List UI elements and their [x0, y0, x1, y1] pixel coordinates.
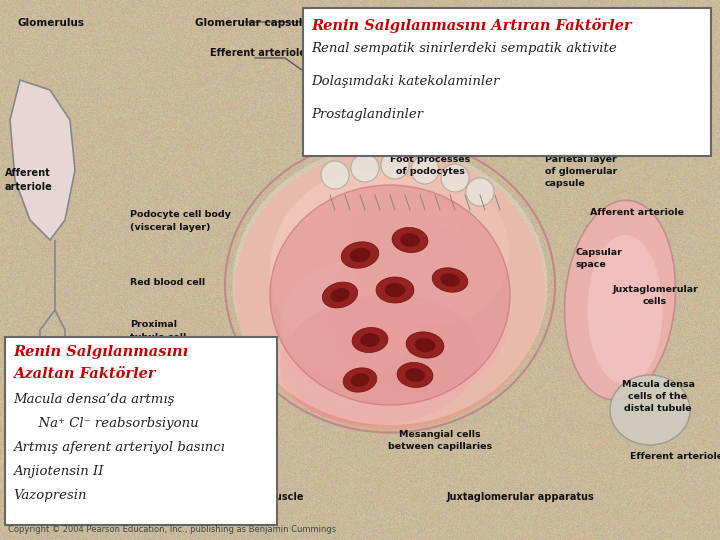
Ellipse shape — [341, 242, 379, 268]
Polygon shape — [10, 80, 75, 240]
Text: Na⁺ Cl⁻ reabsorbsiyonu: Na⁺ Cl⁻ reabsorbsiyonu — [13, 417, 199, 430]
Ellipse shape — [406, 332, 444, 358]
Text: Renal corpuscle: Renal corpuscle — [216, 492, 304, 502]
Text: cells of the: cells of the — [629, 392, 688, 401]
FancyBboxPatch shape — [5, 337, 277, 525]
Text: Copyright © 2004 Pearson Education, Inc., publishing as Benjamin Cummings: Copyright © 2004 Pearson Education, Inc.… — [8, 525, 336, 534]
Text: Renin Salgılanmasını Artıran Faktörler: Renin Salgılanmasını Artıran Faktörler — [311, 18, 631, 33]
Text: cells: cells — [643, 297, 667, 306]
Text: Renin Salgılanmasını: Renin Salgılanmasını — [13, 345, 188, 359]
Text: distal tubule: distal tubule — [624, 404, 692, 413]
Text: Parietal layer: Parietal layer — [545, 155, 617, 164]
Text: arteriole: arteriole — [5, 182, 53, 192]
Circle shape — [411, 156, 439, 184]
Ellipse shape — [343, 368, 377, 392]
Ellipse shape — [564, 200, 675, 400]
Circle shape — [441, 164, 469, 192]
Ellipse shape — [270, 185, 510, 405]
Ellipse shape — [351, 174, 510, 326]
Text: Glomerulus: Glomerulus — [18, 18, 85, 28]
Ellipse shape — [432, 268, 468, 292]
Ellipse shape — [397, 362, 433, 388]
Circle shape — [381, 151, 409, 179]
Text: Red blood cell: Red blood cell — [130, 278, 205, 287]
Text: of podocytes: of podocytes — [395, 167, 464, 176]
Circle shape — [466, 178, 494, 206]
Ellipse shape — [392, 227, 428, 253]
Text: Efferent arteriole: Efferent arteriole — [630, 452, 720, 461]
Ellipse shape — [405, 368, 425, 382]
Text: Efferent arteriole: Efferent arteriole — [210, 48, 306, 58]
Text: Juxtaglomerular apparatus: Juxtaglomerular apparatus — [446, 492, 594, 502]
Text: Juxtaglomerular: Juxtaglomerular — [612, 285, 698, 294]
Ellipse shape — [440, 273, 460, 287]
Text: Renal sempatik sinirlerdeki sempatik aktivite: Renal sempatik sinirlerdeki sempatik akt… — [311, 42, 617, 55]
Ellipse shape — [351, 373, 369, 387]
Ellipse shape — [610, 375, 690, 445]
Ellipse shape — [360, 333, 380, 347]
Ellipse shape — [376, 277, 414, 303]
Text: Afferent arteriole: Afferent arteriole — [590, 208, 684, 217]
Text: Proximal: Proximal — [130, 320, 177, 329]
Ellipse shape — [350, 248, 370, 262]
Ellipse shape — [280, 260, 420, 380]
Text: Capsular: Capsular — [575, 248, 622, 257]
Text: of glomerular: of glomerular — [545, 167, 617, 176]
Text: Afferent: Afferent — [5, 168, 50, 178]
Text: Dolaşımdaki katekolaminler: Dolaşımdaki katekolaminler — [311, 75, 500, 88]
Ellipse shape — [270, 170, 470, 370]
Text: Azaltan Faktörler: Azaltan Faktörler — [13, 367, 156, 381]
Text: Prostaglandinler: Prostaglandinler — [311, 108, 423, 121]
Ellipse shape — [323, 282, 358, 308]
Ellipse shape — [352, 327, 388, 353]
Text: capsule: capsule — [545, 179, 586, 188]
Ellipse shape — [588, 235, 662, 385]
Text: between capillaries: between capillaries — [388, 442, 492, 451]
Text: space: space — [575, 260, 606, 269]
Ellipse shape — [330, 288, 350, 302]
Text: (visceral layer): (visceral layer) — [130, 223, 210, 232]
Text: Glomerular capsule: Glomerular capsule — [195, 18, 310, 28]
Text: Artmış aferent arteriyol basıncı: Artmış aferent arteriyol basıncı — [13, 441, 225, 454]
Text: Macula densa’da artmış: Macula densa’da artmış — [13, 393, 174, 406]
Ellipse shape — [280, 295, 480, 426]
Text: Mesangial cells: Mesangial cells — [399, 430, 481, 439]
Circle shape — [321, 161, 349, 189]
Text: Vazopresin: Vazopresin — [13, 489, 86, 502]
Text: Anjiotensin II: Anjiotensin II — [13, 465, 104, 478]
Circle shape — [351, 154, 379, 182]
Ellipse shape — [400, 233, 420, 247]
FancyBboxPatch shape — [303, 8, 711, 156]
Ellipse shape — [235, 150, 545, 430]
Ellipse shape — [415, 338, 436, 352]
Text: Podocyte cell body: Podocyte cell body — [130, 210, 231, 219]
Text: tubule cell: tubule cell — [130, 333, 186, 342]
Text: Macula densa: Macula densa — [621, 380, 695, 389]
Ellipse shape — [330, 225, 510, 395]
Ellipse shape — [233, 145, 547, 425]
Text: Foot processes: Foot processes — [390, 155, 470, 164]
Ellipse shape — [384, 283, 405, 297]
